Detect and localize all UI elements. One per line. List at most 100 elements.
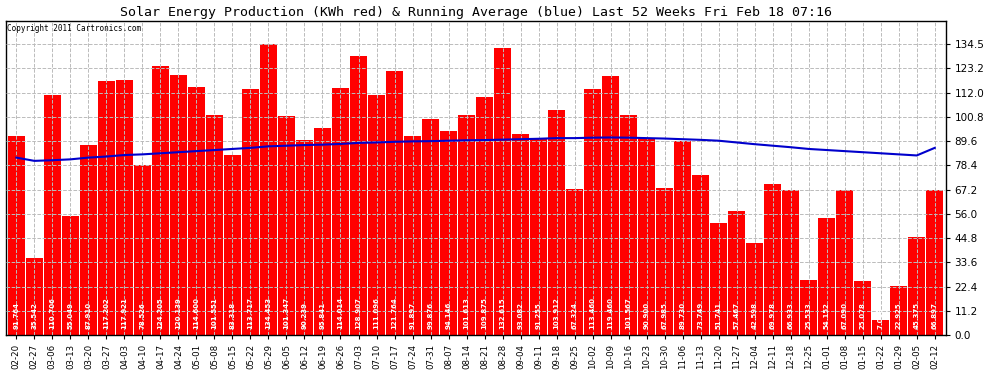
Bar [422,119,440,335]
Text: 54.152: 54.152 [824,302,830,329]
Bar [206,115,223,335]
Text: 103.912: 103.912 [553,297,559,329]
Text: 132.615: 132.615 [500,297,506,329]
Title: Solar Energy Production (KWh red) & Running Average (blue) Last 52 Weeks Fri Feb: Solar Energy Production (KWh red) & Runn… [120,6,832,18]
Bar [710,223,728,335]
Text: 128.907: 128.907 [355,297,361,329]
Text: 87.910: 87.910 [85,302,91,329]
Text: 67.090: 67.090 [842,302,847,329]
Bar [908,237,926,335]
Bar [728,211,745,335]
Bar [332,88,349,335]
Bar [278,116,295,335]
Bar [296,140,313,335]
Bar [476,97,493,335]
Text: 51.741: 51.741 [716,302,722,329]
Bar [26,258,43,335]
Text: 93.082: 93.082 [518,302,524,329]
Text: 73.749: 73.749 [698,302,704,329]
Text: 99.876: 99.876 [428,302,434,329]
Bar [314,128,331,335]
Text: 35.542: 35.542 [32,302,38,329]
Bar [512,134,529,335]
Bar [368,94,385,335]
Bar [927,190,943,335]
Bar [746,243,763,335]
Text: 113.717: 113.717 [248,297,253,329]
Text: Copyright 2011 Cartronics.com: Copyright 2011 Cartronics.com [8,24,142,33]
Bar [494,48,511,335]
Bar [548,110,565,335]
Text: 57.467: 57.467 [734,302,740,329]
Text: 67.324: 67.324 [571,302,577,329]
Text: 101.551: 101.551 [212,297,218,329]
Bar [134,165,150,335]
Text: 101.347: 101.347 [283,297,289,329]
Text: 101.613: 101.613 [463,297,469,329]
Bar [837,190,853,335]
Bar [170,75,187,335]
Text: 111.096: 111.096 [373,297,379,329]
Bar [151,66,169,335]
Bar [98,81,115,335]
Bar [566,189,583,335]
Bar [602,76,619,335]
Bar [61,216,79,335]
Bar [386,72,403,335]
Text: 94.146: 94.146 [446,302,451,329]
Bar [440,131,457,335]
Bar [674,141,691,335]
Text: 91.764: 91.764 [13,302,20,329]
Text: 66.897: 66.897 [932,302,938,329]
Text: 101.567: 101.567 [626,297,632,329]
Bar [260,44,277,335]
Bar [458,115,475,335]
Text: 117.202: 117.202 [103,297,110,329]
Bar [854,281,871,335]
Text: 114.600: 114.600 [193,297,199,329]
Text: 91.897: 91.897 [410,302,416,329]
Text: 42.598: 42.598 [751,302,757,329]
Text: 45.375: 45.375 [914,302,920,329]
Bar [224,155,241,335]
Text: 66.933: 66.933 [788,302,794,329]
Text: 78.526: 78.526 [140,302,146,329]
Text: 134.453: 134.453 [265,297,271,329]
Bar [530,138,547,335]
Text: 7.009: 7.009 [878,306,884,329]
Text: 91.255: 91.255 [536,302,542,329]
Text: 25.533: 25.533 [806,302,812,329]
Bar [656,188,673,335]
Bar [188,87,205,335]
Text: 89.730: 89.730 [679,302,686,329]
Text: 67.985: 67.985 [661,302,667,329]
Text: 114.014: 114.014 [338,297,344,329]
Text: 113.460: 113.460 [590,297,596,329]
Text: 109.875: 109.875 [481,297,487,329]
Text: 90.239: 90.239 [302,302,308,329]
Text: 25.078: 25.078 [859,302,865,329]
Text: 120.139: 120.139 [175,297,181,329]
Bar [818,218,836,335]
Text: 55.049: 55.049 [67,302,73,329]
Bar [8,136,25,335]
Bar [80,145,97,335]
Text: 69.978: 69.978 [769,302,776,329]
Bar [764,184,781,335]
Bar [692,176,709,335]
Text: 83.318: 83.318 [230,302,236,329]
Text: 95.841: 95.841 [320,302,326,329]
Text: 121.764: 121.764 [391,297,398,329]
Text: 22.925: 22.925 [896,302,902,329]
Bar [404,136,421,335]
Bar [44,95,61,335]
Text: 124.205: 124.205 [157,297,163,329]
Bar [872,320,889,335]
Text: 90.900: 90.900 [644,302,649,329]
Text: 110.706: 110.706 [50,297,55,329]
Bar [782,190,799,335]
Text: 119.460: 119.460 [608,297,614,329]
Bar [890,286,907,335]
Bar [620,115,638,335]
Bar [116,80,133,335]
